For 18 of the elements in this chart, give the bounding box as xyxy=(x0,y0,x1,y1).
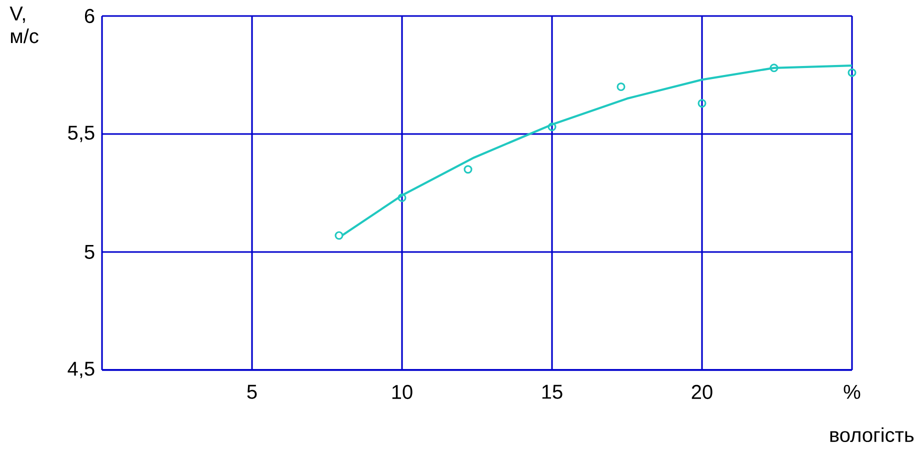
x-axis-title: вологість xyxy=(830,427,914,442)
x-tick-label: % xyxy=(844,384,860,399)
x-tick-label: 10 xyxy=(392,384,412,400)
point xyxy=(616,82,626,92)
point xyxy=(770,64,778,72)
point xyxy=(398,193,406,202)
y-tick-label: 4,5 xyxy=(68,362,94,378)
point xyxy=(464,165,472,174)
y-tick-label: 5 xyxy=(84,245,94,259)
x-tick-label: 5 xyxy=(247,384,257,399)
point xyxy=(698,99,706,108)
y-axis-title: V, м/с xyxy=(10,6,38,44)
y-tick-label: 5,5 xyxy=(68,126,94,142)
point xyxy=(848,68,856,77)
point xyxy=(548,122,556,132)
y-tick-label: 6 xyxy=(84,8,94,24)
x-tick-label: 15 xyxy=(542,384,562,399)
x-tick-label: 20 xyxy=(692,384,712,400)
